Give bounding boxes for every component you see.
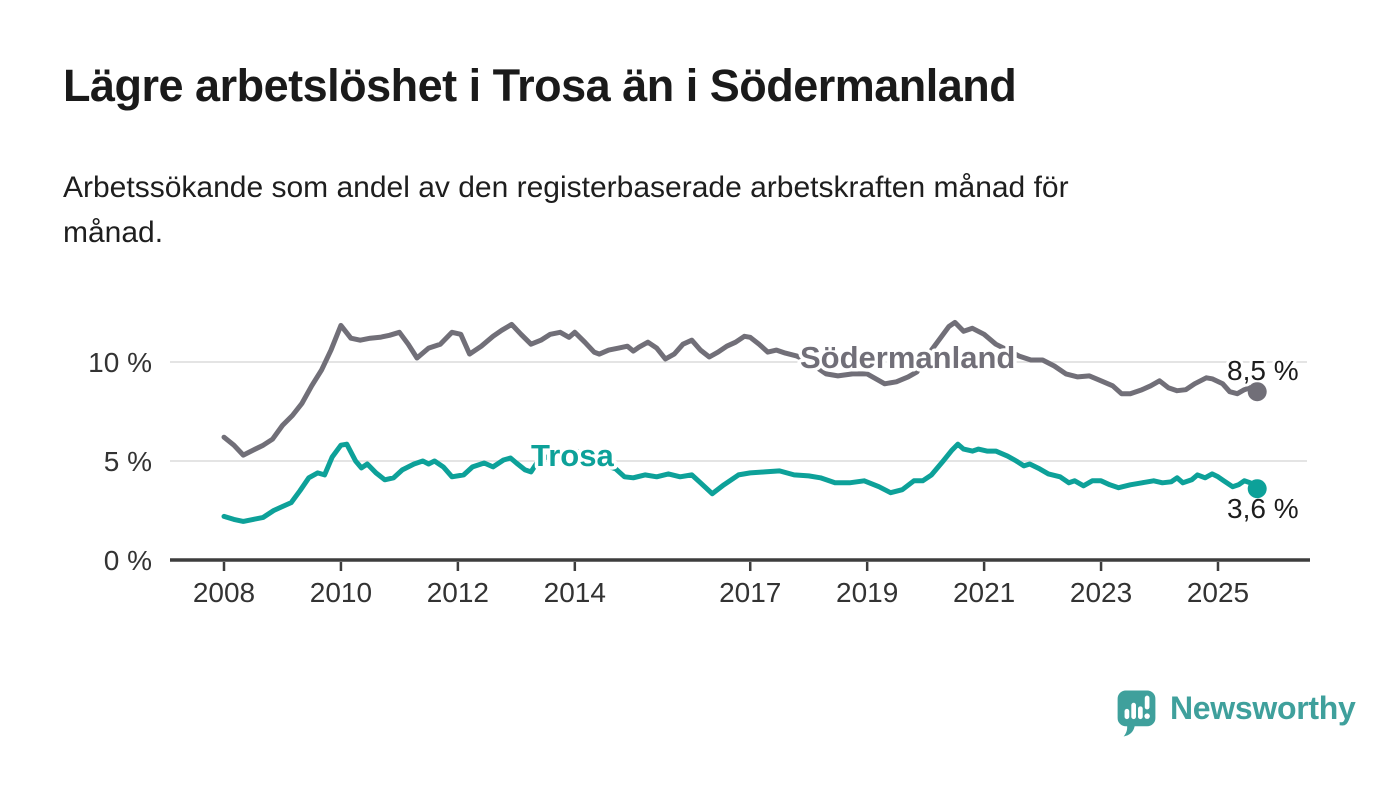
x-tick-label-2025: 2025 (1187, 577, 1249, 608)
newsworthy-logo-icon (1117, 690, 1156, 737)
y-axis-label-5: 5 % (104, 446, 152, 477)
chart-subtitle: Arbetssökande som andel av den registerb… (63, 165, 1343, 255)
x-tick-label-2021: 2021 (953, 577, 1015, 608)
x-tick-label-2023: 2023 (1070, 577, 1132, 608)
chart-title: Lägre arbetslöshet i Trosa än i Söderman… (63, 60, 1017, 111)
y-axis-label-0: 0 % (104, 545, 152, 576)
trosa-end-value-label: 3,6 % (1227, 493, 1299, 524)
bar-chart-icon (1138, 706, 1143, 720)
sodermanland-end-value-label: 8,5 % (1227, 355, 1299, 386)
newsworthy-logo-text: Newsworthy (1170, 690, 1356, 726)
x-tick-label-2017: 2017 (719, 577, 781, 608)
chart-subtitle-line2: månad. (63, 216, 164, 249)
newsworthy-logo: Newsworthy (1116, 689, 1356, 738)
sodermanland-line (221, 319, 1260, 458)
speech-bubble-icon (1117, 690, 1156, 737)
sodermanland-end-dot (1247, 382, 1267, 402)
y-axis-label-10: 10 % (88, 347, 152, 378)
x-tick-label-2010: 2010 (310, 577, 372, 608)
bar-chart-icon (1131, 702, 1136, 720)
chart-subtitle-line1: Arbetssökande som andel av den registerb… (63, 171, 1069, 204)
bar-chart-icon (1124, 708, 1130, 720)
trosa-end-dot (1247, 479, 1267, 499)
x-tick-label-2019: 2019 (836, 577, 898, 608)
x-tick-label-2014: 2014 (544, 577, 606, 608)
x-tick-label-2008: 2008 (193, 577, 255, 608)
exclamation-icon (1144, 713, 1150, 719)
exclamation-icon (1144, 695, 1150, 710)
sodermanland-series-label: Södermanland (800, 340, 1015, 375)
trosa-line (221, 441, 1260, 524)
trosa-series-label: Trosa (531, 438, 614, 473)
x-tick-label-2012: 2012 (427, 577, 489, 608)
